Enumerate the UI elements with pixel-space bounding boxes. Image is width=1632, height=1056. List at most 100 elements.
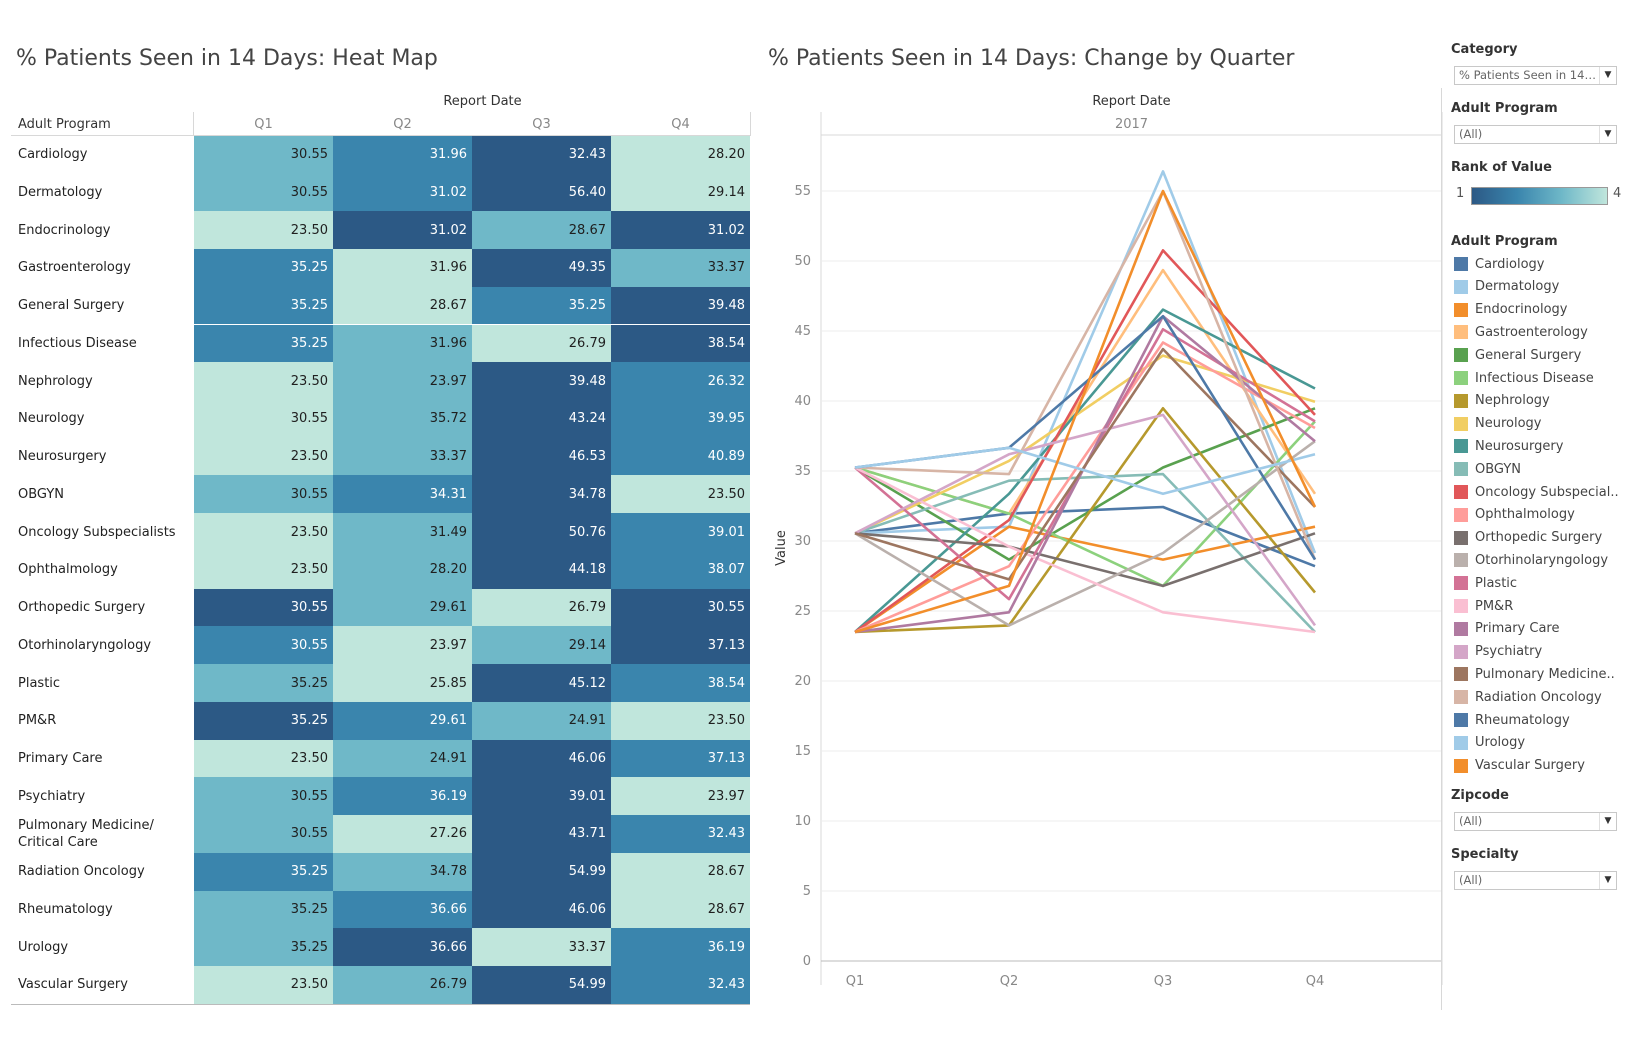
heatmap-cell[interactable]: 33.37 bbox=[333, 437, 472, 476]
heatmap-cell[interactable]: 36.19 bbox=[333, 777, 472, 816]
heatmap-cell[interactable]: 38.54 bbox=[611, 664, 750, 702]
heatmap-cell[interactable]: 30.55 bbox=[611, 588, 750, 627]
heatmap-cell[interactable]: 24.91 bbox=[333, 739, 472, 778]
legend-item[interactable]: Cardiology bbox=[1454, 254, 1545, 274]
heatmap-cell[interactable]: 23.50 bbox=[194, 362, 333, 400]
legend-item[interactable]: Urology bbox=[1454, 733, 1525, 753]
heatmap-cell[interactable]: 43.24 bbox=[472, 399, 611, 438]
heatmap-cell[interactable]: 45.12 bbox=[472, 664, 611, 702]
heatmap-cell[interactable]: 39.48 bbox=[472, 362, 611, 400]
heatmap-cell[interactable]: 28.67 bbox=[611, 852, 750, 891]
heatmap-cell[interactable]: 31.02 bbox=[333, 211, 472, 249]
legend-item[interactable]: PM&R bbox=[1454, 596, 1513, 616]
heatmap-cell[interactable]: 39.95 bbox=[611, 399, 750, 438]
heatmap-cell[interactable]: 31.02 bbox=[333, 173, 472, 212]
heatmap-cell[interactable]: 28.20 bbox=[611, 135, 750, 174]
heatmap-cell[interactable]: 30.55 bbox=[194, 588, 333, 627]
heatmap-cell[interactable]: 30.55 bbox=[194, 399, 333, 438]
heatmap-cell[interactable]: 24.91 bbox=[472, 701, 611, 740]
heatmap-cell[interactable]: 26.79 bbox=[333, 966, 472, 1004]
heatmap-cell[interactable]: 23.97 bbox=[333, 362, 472, 400]
heatmap-cell[interactable]: 29.14 bbox=[611, 173, 750, 212]
heatmap-cell[interactable]: 40.89 bbox=[611, 437, 750, 476]
heatmap-cell[interactable]: 23.50 bbox=[194, 966, 333, 1004]
specialty-dropdown[interactable]: (All) ▼ bbox=[1454, 871, 1617, 890]
heatmap-cell[interactable]: 35.25 bbox=[194, 890, 333, 929]
heatmap-cell[interactable]: 35.25 bbox=[194, 286, 333, 325]
legend-item[interactable]: Rheumatology bbox=[1454, 710, 1570, 730]
heatmap-cell[interactable]: 54.99 bbox=[472, 966, 611, 1004]
heatmap-cell[interactable]: 44.18 bbox=[472, 550, 611, 589]
heatmap-cell[interactable]: 23.50 bbox=[194, 211, 333, 249]
heatmap-cell[interactable]: 35.25 bbox=[194, 249, 333, 287]
heatmap-cell[interactable]: 29.61 bbox=[333, 588, 472, 627]
legend-item[interactable]: Ophthalmology bbox=[1454, 505, 1575, 525]
heatmap-cell[interactable]: 35.25 bbox=[194, 852, 333, 891]
heatmap-cell[interactable]: 28.20 bbox=[333, 550, 472, 589]
heatmap-cell[interactable]: 29.14 bbox=[472, 626, 611, 665]
heatmap-cell[interactable]: 27.26 bbox=[333, 815, 472, 853]
heatmap-cell[interactable]: 34.31 bbox=[333, 475, 472, 514]
category-dropdown[interactable]: % Patients Seen in 14 ... ▼ bbox=[1454, 66, 1617, 85]
heatmap-cell[interactable]: 23.50 bbox=[194, 739, 333, 778]
legend-item[interactable]: Infectious Disease bbox=[1454, 368, 1594, 388]
heatmap-cell[interactable]: 25.85 bbox=[333, 664, 472, 702]
legend-item[interactable]: Pulmonary Medicine.. bbox=[1454, 664, 1615, 684]
legend-item[interactable]: Neurology bbox=[1454, 414, 1542, 434]
heatmap-cell[interactable]: 33.37 bbox=[472, 928, 611, 967]
legend-item[interactable]: Nephrology bbox=[1454, 391, 1550, 411]
heatmap-cell[interactable]: 38.54 bbox=[611, 324, 750, 363]
heatmap-cell[interactable]: 29.61 bbox=[333, 701, 472, 740]
heatmap-cell[interactable]: 35.25 bbox=[472, 286, 611, 325]
heatmap-cell[interactable]: 35.25 bbox=[194, 928, 333, 967]
legend-item[interactable]: OBGYN bbox=[1454, 459, 1521, 479]
legend-item[interactable]: Endocrinology bbox=[1454, 300, 1567, 320]
heatmap-cell[interactable]: 31.96 bbox=[333, 324, 472, 363]
heatmap-cell[interactable]: 23.50 bbox=[611, 701, 750, 740]
heatmap-cell[interactable]: 30.55 bbox=[194, 815, 333, 853]
heatmap-cell[interactable]: 39.01 bbox=[611, 513, 750, 551]
heatmap-cell[interactable]: 39.01 bbox=[472, 777, 611, 816]
heatmap-cell[interactable]: 32.43 bbox=[611, 815, 750, 853]
legend-item[interactable]: General Surgery bbox=[1454, 345, 1581, 365]
legend-item[interactable]: Dermatology bbox=[1454, 277, 1559, 297]
heatmap-cell[interactable]: 36.19 bbox=[611, 928, 750, 967]
legend-item[interactable]: Plastic bbox=[1454, 573, 1517, 593]
heatmap-cell[interactable]: 37.13 bbox=[611, 626, 750, 665]
heatmap-cell[interactable]: 30.55 bbox=[194, 475, 333, 514]
heatmap-cell[interactable]: 31.96 bbox=[333, 135, 472, 174]
heatmap-cell[interactable]: 31.96 bbox=[333, 249, 472, 287]
heatmap-cell[interactable]: 32.43 bbox=[611, 966, 750, 1004]
heatmap-cell[interactable]: 28.67 bbox=[333, 286, 472, 325]
heatmap-cell[interactable]: 26.32 bbox=[611, 362, 750, 400]
heatmap-cell[interactable]: 35.25 bbox=[194, 664, 333, 702]
heatmap-cell[interactable]: 34.78 bbox=[472, 475, 611, 514]
heatmap-cell[interactable]: 30.55 bbox=[194, 626, 333, 665]
heatmap-cell[interactable]: 32.43 bbox=[472, 135, 611, 174]
heatmap-cell[interactable]: 30.55 bbox=[194, 135, 333, 174]
heatmap-cell[interactable]: 23.50 bbox=[194, 437, 333, 476]
heatmap-cell[interactable]: 30.55 bbox=[194, 173, 333, 212]
heatmap-cell[interactable]: 23.50 bbox=[194, 513, 333, 551]
heatmap-cell[interactable]: 31.49 bbox=[333, 513, 472, 551]
heatmap-cell[interactable]: 46.53 bbox=[472, 437, 611, 476]
heatmap-cell[interactable]: 43.71 bbox=[472, 815, 611, 853]
heatmap-cell[interactable]: 34.78 bbox=[333, 852, 472, 891]
heatmap-cell[interactable]: 35.25 bbox=[194, 701, 333, 740]
heatmap-cell[interactable]: 36.66 bbox=[333, 928, 472, 967]
heatmap-cell[interactable]: 33.37 bbox=[611, 249, 750, 287]
heatmap-cell[interactable]: 49.35 bbox=[472, 249, 611, 287]
legend-item[interactable]: Neurosurgery bbox=[1454, 436, 1563, 456]
heatmap-cell[interactable]: 46.06 bbox=[472, 890, 611, 929]
heatmap-cell[interactable]: 28.67 bbox=[472, 211, 611, 249]
heatmap-cell[interactable]: 31.02 bbox=[611, 211, 750, 249]
heatmap-cell[interactable]: 35.72 bbox=[333, 399, 472, 438]
heatmap-cell[interactable]: 38.07 bbox=[611, 550, 750, 589]
legend-item[interactable]: Oncology Subspecial.. bbox=[1454, 482, 1619, 502]
legend-item[interactable]: Otorhinolaryngology bbox=[1454, 550, 1608, 570]
legend-item[interactable]: Primary Care bbox=[1454, 619, 1559, 639]
legend-item[interactable]: Gastroenterology bbox=[1454, 322, 1588, 342]
legend-item[interactable]: Orthopedic Surgery bbox=[1454, 528, 1602, 548]
heatmap-cell[interactable]: 23.50 bbox=[194, 550, 333, 589]
heatmap-cell[interactable]: 26.79 bbox=[472, 588, 611, 627]
